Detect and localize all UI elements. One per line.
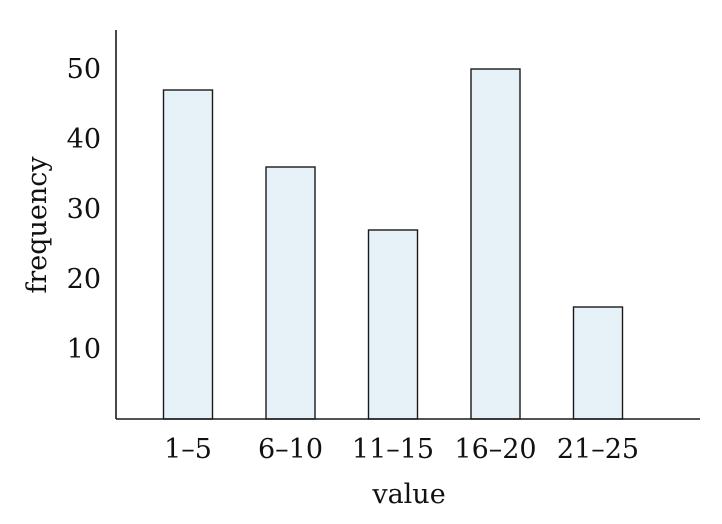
- y-tick-label: 10: [67, 334, 101, 365]
- x-tick-label: 21–25: [557, 434, 639, 465]
- bar-3: [367, 229, 419, 420]
- x-tick-label: 11–15: [352, 434, 434, 465]
- y-tick-label: 50: [67, 54, 101, 85]
- y-ticks-group: 10 20 30 40 50: [67, 54, 101, 365]
- bars-group: [162, 68, 624, 420]
- x-tick-label: 6–10: [258, 434, 323, 465]
- x-ticks-group: 1–5 6–10 11–15 16–20 21–25: [164, 434, 639, 465]
- y-tick-label: 30: [67, 194, 101, 225]
- x-axis-label: value: [371, 479, 445, 510]
- y-tick-label: 40: [67, 124, 101, 155]
- bar-1: [162, 89, 214, 420]
- y-axis-label: frequency: [22, 156, 53, 294]
- bar-2: [265, 166, 316, 420]
- bar-5: [572, 306, 624, 420]
- x-tick-label: 16–20: [454, 434, 536, 465]
- bar-4: [470, 68, 521, 420]
- y-tick-label: 20: [67, 264, 101, 295]
- x-tick-label: 1–5: [164, 434, 212, 465]
